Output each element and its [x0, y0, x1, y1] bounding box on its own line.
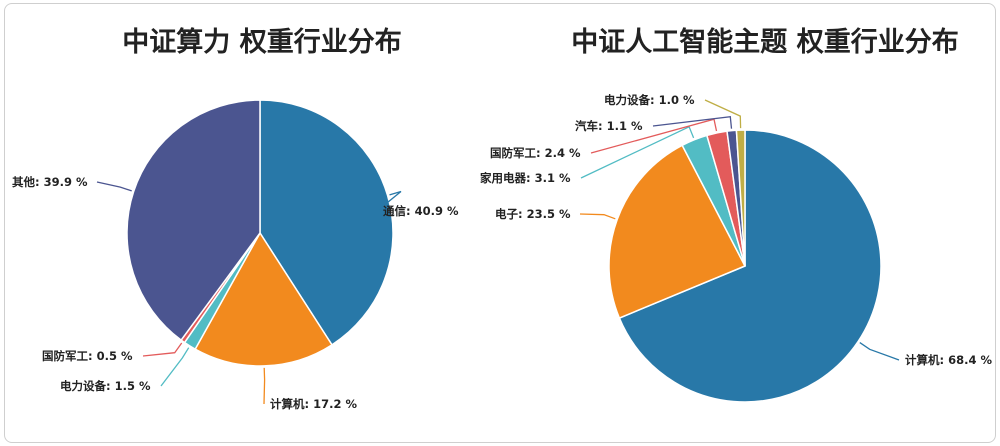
pie-slice: [735, 129, 746, 267]
chart-title-right: 中证人工智能主题 权重行业分布: [571, 26, 958, 58]
leader-line: [580, 125, 695, 179]
pie-slice: [608, 144, 747, 320]
slice-label: 电子: 23.5 %: [495, 207, 571, 221]
slice-label: 其他: 39.9 %: [12, 175, 88, 189]
pie-left: 通信: 40.9 % 计算机: 17.2 % 电力设备: 1.5 % 国防军工: 0.…: [12, 99, 459, 411]
leader-line: [859, 342, 900, 361]
leader-line: [652, 115, 733, 129]
slice-label: 电力设备: 1.0 %: [604, 93, 695, 107]
pie-right: 计算机: 68.4 % 电子: 23.5 % 家用电器: 3.1 % 国防军工: 2.…: [480, 93, 992, 403]
slice-label: 家用电器: 3.1 %: [480, 171, 571, 185]
slice-label: 计算机: 17.2 %: [270, 397, 357, 411]
slice-label: 国防军工: 0.5 %: [42, 349, 133, 363]
leader-line: [579, 213, 616, 220]
leader-line: [160, 347, 190, 387]
leader-line: [263, 367, 266, 405]
leader-line: [704, 99, 742, 129]
chart-title-left: 中证算力 权重行业分布: [122, 26, 401, 58]
pie-slice: [618, 129, 882, 403]
slice-label: 国防军工: 2.4 %: [490, 146, 581, 160]
slice-label: 电力设备: 1.5 %: [60, 379, 151, 393]
leader-line: [142, 342, 183, 357]
pie-slice: [194, 231, 334, 367]
slice-label: 计算机: 68.4 %: [905, 353, 992, 367]
pie-slice: [126, 99, 261, 342]
slice-label: 汽车: 1.1 %: [575, 119, 643, 133]
slice-label: 通信: 40.9 %: [383, 204, 459, 218]
leader-line: [376, 190, 402, 212]
leader-line: [96, 181, 132, 192]
